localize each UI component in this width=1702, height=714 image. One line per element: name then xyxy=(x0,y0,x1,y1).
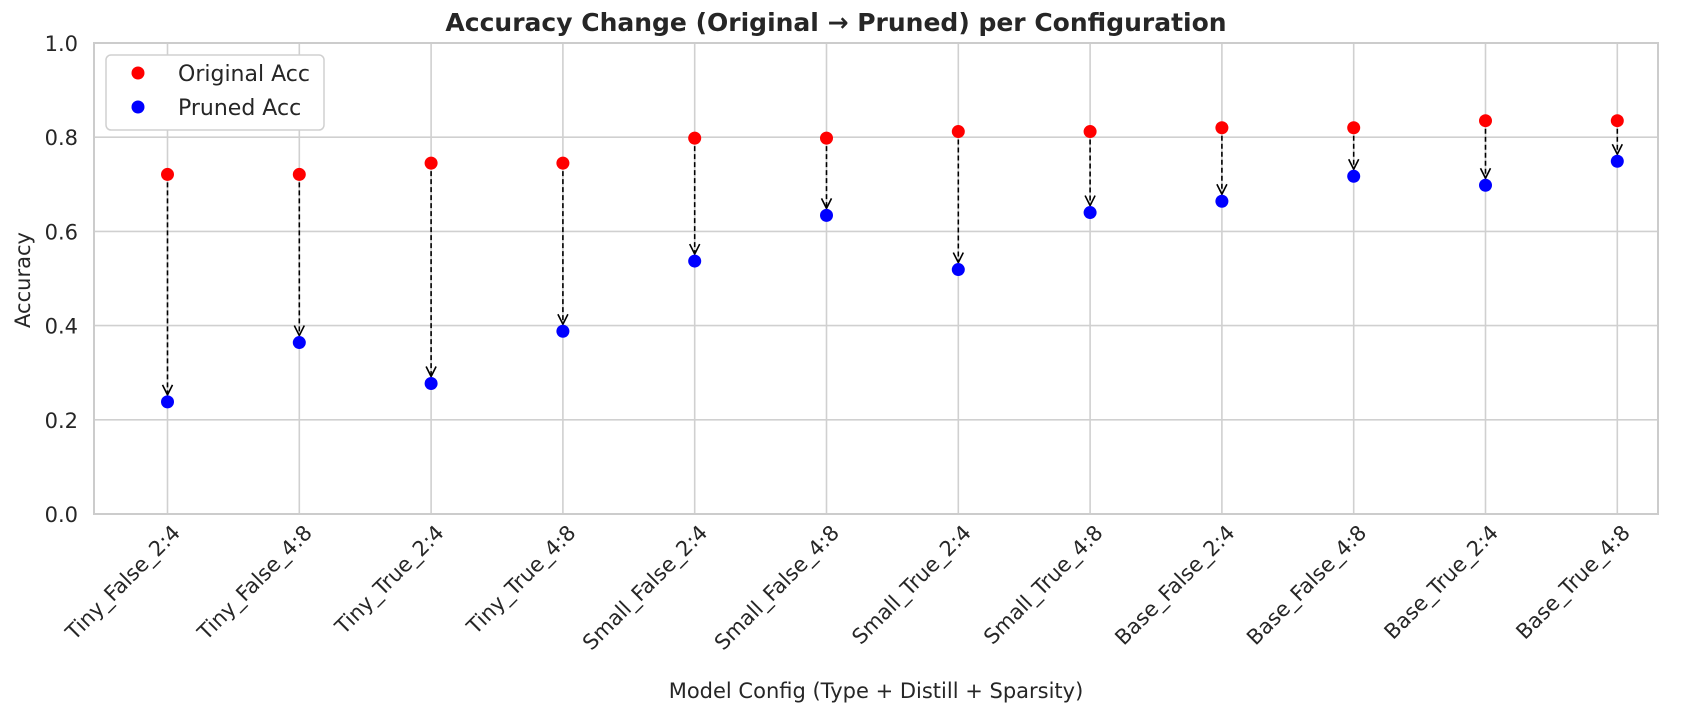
grid-lines xyxy=(94,42,1658,515)
original-acc-point xyxy=(161,167,174,181)
legend: Original Acc Pruned Acc xyxy=(105,54,325,131)
pruned-acc-point xyxy=(292,336,306,350)
chart-title: Accuracy Change (Original → Pruned) per … xyxy=(445,8,1226,37)
pruned-acc-point xyxy=(951,263,965,277)
x-tick-label: Base_False_2:4 xyxy=(1110,521,1240,651)
pruned-acc-point xyxy=(688,254,702,268)
change-arrows xyxy=(168,120,1618,395)
legend-label-pruned: Pruned Acc xyxy=(178,96,301,121)
x-tick-label: Small_False_4:8 xyxy=(710,521,845,656)
pruned-acc-point xyxy=(1083,206,1097,220)
y-tick-label: 0.0 xyxy=(45,503,78,527)
x-tick-labels: Tiny_False_2:4 Tiny_False_4:8 Tiny_True_2:… xyxy=(60,521,1635,656)
pruned-acc-point xyxy=(161,395,174,409)
x-tick-label: Small_True_2:4 xyxy=(847,521,976,650)
y-tick-label: 0.2 xyxy=(45,409,78,433)
original-acc-point xyxy=(1479,114,1492,128)
pruned-acc-point xyxy=(820,208,833,222)
x-tick-label: Small_True_4:8 xyxy=(979,521,1108,650)
x-tick-label: Tiny_True_2:4 xyxy=(330,521,450,641)
pruned-acc-point xyxy=(556,324,570,338)
original-acc-point xyxy=(556,156,570,170)
original-acc-point xyxy=(292,167,306,181)
y-tick-label: 0.4 xyxy=(45,315,78,339)
legend-marker-original xyxy=(131,66,145,80)
original-acc-point xyxy=(1083,125,1097,139)
legend-label-original: Original Acc xyxy=(178,62,310,87)
original-acc-point xyxy=(1215,121,1229,135)
x-tick-label: Base_True_4:8 xyxy=(1511,521,1635,645)
legend-marker-pruned xyxy=(131,100,145,114)
legend-box xyxy=(105,54,325,131)
pruned-acc-point xyxy=(1479,178,1492,192)
pruned-acc-point xyxy=(1610,154,1624,168)
x-tick-label: Tiny_False_2:4 xyxy=(60,521,185,646)
y-tick-label: 0.8 xyxy=(45,126,78,150)
x-tick-label: Tiny_False_4:8 xyxy=(192,521,317,646)
x-axis-label: Model Config (Type + Distill + Sparsity) xyxy=(669,679,1084,703)
x-tick-label: Small_False_2:4 xyxy=(578,521,713,656)
data-points xyxy=(161,114,1624,409)
y-tick-label: 1.0 xyxy=(45,32,78,56)
original-acc-point xyxy=(1610,114,1624,128)
x-tick-label: Base_False_4:8 xyxy=(1242,521,1372,651)
pruned-acc-point xyxy=(424,377,438,391)
pruned-acc-point xyxy=(1215,194,1229,208)
original-acc-point xyxy=(424,156,438,170)
y-tick-labels: 0.0 0.2 0.4 0.6 0.8 1.0 xyxy=(45,32,78,527)
plot-frame xyxy=(93,42,1659,515)
x-tick-label: Base_True_2:4 xyxy=(1380,521,1504,645)
original-acc-point xyxy=(820,131,833,145)
original-acc-point xyxy=(1347,121,1361,135)
y-tick-label: 0.6 xyxy=(45,220,78,244)
x-tick-label: Tiny_True_4:8 xyxy=(462,521,582,641)
original-acc-point xyxy=(688,131,702,145)
y-axis-label: Accuracy xyxy=(11,232,35,328)
original-acc-point xyxy=(951,125,965,139)
pruned-acc-point xyxy=(1347,169,1361,183)
